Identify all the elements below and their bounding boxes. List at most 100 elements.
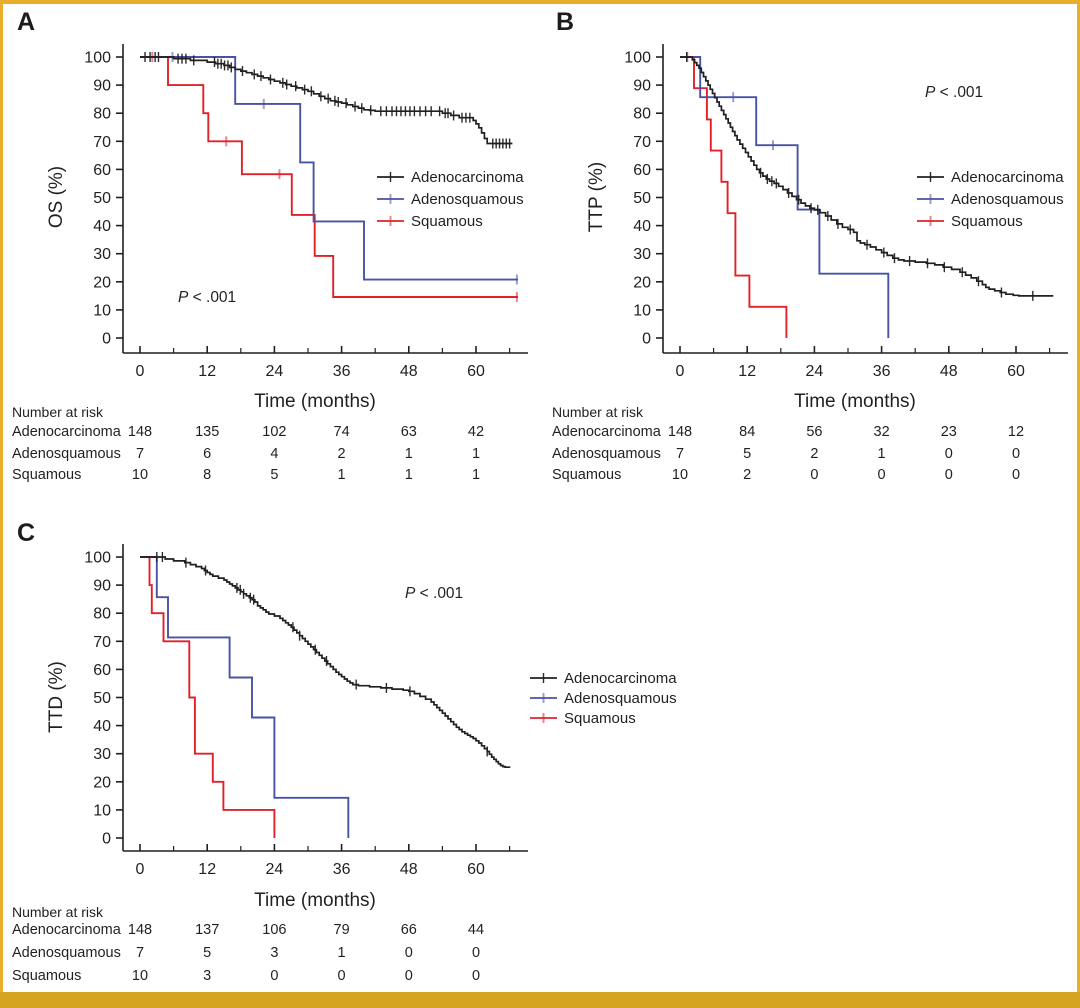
risk-count: 2 [338, 446, 346, 462]
number-at-risk-title: Number at risk [12, 904, 104, 920]
series-adenosquamous [140, 556, 350, 838]
risk-row-adenocarcinoma: Adenocarcinoma 148 135 102 74 63 42 [12, 424, 484, 440]
legend-entry-squamous: Squamous [377, 213, 483, 230]
y-tick-label: 30 [93, 246, 111, 263]
x-axis-title: Time (months) [254, 890, 376, 911]
y-tick-label: 10 [633, 302, 651, 319]
y-tick-label: 20 [93, 774, 111, 791]
legend-entry-squamous: Squamous [917, 213, 1023, 230]
risk-count: 63 [401, 424, 417, 440]
risk-count: 1 [405, 446, 413, 462]
y-tick-label: 80 [93, 606, 111, 623]
y-tick-label: 60 [633, 162, 651, 179]
y-tick-label: 100 [84, 550, 111, 567]
risk-count: 106 [262, 922, 286, 938]
x-tick-label: 12 [738, 363, 756, 380]
x-tick-label: 48 [400, 363, 418, 380]
y-tick-label: 80 [93, 106, 111, 123]
y-tick-label: 20 [633, 274, 651, 291]
y-tick-label: 70 [633, 134, 651, 151]
risk-count: 56 [806, 424, 822, 440]
y-tick-label: 70 [93, 634, 111, 651]
x-tick-label: 24 [266, 861, 284, 878]
y-tick-label: 60 [93, 662, 111, 679]
risk-row-label: Squamous [12, 968, 81, 984]
risk-count: 32 [874, 424, 890, 440]
risk-count: 10 [672, 467, 688, 483]
legend: Adenocarcinoma Adenosquamous Squamous [377, 169, 524, 230]
risk-row-label: Adenocarcinoma [12, 922, 122, 938]
legend: Adenocarcinoma Adenosquamous Squamous [530, 670, 677, 727]
x-tick-label: 0 [136, 861, 145, 878]
y-tick-label: 30 [633, 246, 651, 263]
legend-label: Adenocarcinoma [564, 670, 677, 687]
legend-label: Squamous [564, 710, 636, 727]
legend-entry-adenocarcinoma: Adenocarcinoma [377, 169, 524, 186]
risk-row-label: Adenosquamous [552, 446, 661, 462]
risk-count: 66 [401, 922, 417, 938]
legend-label: Squamous [411, 213, 483, 230]
risk-count: 0 [472, 945, 480, 961]
risk-count: 8 [203, 467, 211, 483]
x-tick-label: 60 [467, 861, 485, 878]
y-axis-title: TTP (%) [586, 162, 607, 232]
y-tick-label: 0 [642, 331, 651, 348]
risk-count: 0 [945, 467, 953, 483]
series-adenosquamous-curve [140, 56, 518, 281]
risk-count: 1 [338, 945, 346, 961]
series-squamous-curve [140, 56, 518, 298]
y-tick-label: 0 [102, 331, 111, 348]
x-tick-label: 0 [676, 363, 685, 380]
panel-c-label: C [17, 519, 36, 547]
x-tick-label: 48 [400, 861, 418, 878]
bottom-gold-bar [0, 992, 1080, 1008]
legend: Adenocarcinoma Adenosquamous Squamous [917, 169, 1064, 230]
legend-label: Adenocarcinoma [951, 169, 1064, 186]
y-tick-label: 100 [624, 50, 651, 67]
x-axis-title: Time (months) [254, 391, 376, 412]
x-tick-label: 60 [467, 363, 485, 380]
risk-count: 2 [743, 467, 751, 483]
series-squamous-curve [680, 56, 788, 338]
risk-count: 1 [338, 467, 346, 483]
y-tick-label: 90 [633, 78, 651, 95]
risk-row-squamous: Squamous 10 8 5 1 1 1 [12, 467, 480, 483]
risk-count: 74 [334, 424, 350, 440]
y-tick-label: 70 [93, 134, 111, 151]
risk-count: 10 [132, 968, 148, 984]
risk-count: 23 [941, 424, 957, 440]
risk-count: 0 [878, 467, 886, 483]
y-axis-title: OS (%) [46, 166, 67, 228]
risk-row-label: Squamous [552, 467, 621, 483]
x-tick-label: 24 [266, 363, 284, 380]
number-at-risk-table: Number at risk Adenocarcinoma 148 84 56 32 23 1… [552, 404, 1024, 483]
y-tick-label: 90 [93, 578, 111, 595]
legend-entry-adenocarcinoma: Adenocarcinoma [530, 670, 677, 687]
risk-count: 0 [945, 446, 953, 462]
y-tick-label: 30 [93, 746, 111, 763]
risk-count: 84 [739, 424, 755, 440]
series-adenocarcinoma-curve [140, 56, 513, 145]
legend-label: Adenosquamous [564, 690, 677, 707]
risk-row-label: Adenocarcinoma [552, 424, 662, 440]
risk-count: 5 [203, 945, 211, 961]
y-tick-label: 10 [93, 302, 111, 319]
tick-labels: 0 10 20 30 40 50 60 70 80 90 100 0 12 24 36 48 60 [84, 550, 485, 879]
y-tick-label: 80 [633, 106, 651, 123]
risk-count: 148 [128, 424, 152, 440]
y-tick-label: 100 [84, 50, 111, 67]
risk-count: 137 [195, 922, 219, 938]
panel-a-label: A [17, 8, 36, 36]
risk-row-label: Adenosquamous [12, 446, 121, 462]
legend-label: Adenosquamous [411, 191, 524, 208]
risk-count: 0 [405, 945, 413, 961]
y-tick-label: 20 [93, 274, 111, 291]
risk-row-adenosquamous: Adenosquamous 7 5 3 1 0 0 [12, 945, 480, 961]
y-tick-label: 50 [633, 190, 651, 207]
x-tick-label: 0 [136, 363, 145, 380]
number-at-risk-title: Number at risk [552, 404, 644, 420]
risk-count: 42 [468, 424, 484, 440]
risk-count: 5 [743, 446, 751, 462]
series-squamous-curve [140, 556, 276, 838]
